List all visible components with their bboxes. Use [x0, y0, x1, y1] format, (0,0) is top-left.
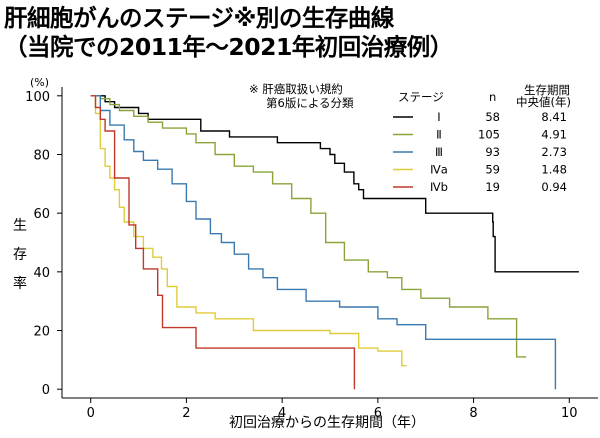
legend-n-value: 105	[478, 128, 500, 142]
legend-n-value: 93	[485, 145, 500, 159]
x-tick-label: 0	[87, 406, 95, 421]
legend-n-value: 59	[485, 163, 500, 177]
survival-curves	[90, 95, 579, 390]
survival-curve-stage-4	[90, 95, 407, 367]
legend-median-value: 4.91	[541, 128, 567, 142]
y-tick-label: 40	[33, 266, 50, 281]
y-tick-group: 0 20 40 60 80 100	[25, 90, 62, 398]
legend-header-n: n	[489, 90, 496, 104]
legend-rows: Ⅰ 58 8.41 Ⅱ 105 4.91 Ⅲ 93 2.73 Ⅳa 59 1.48 Ⅳb 19 0.94	[393, 110, 567, 194]
y-tick-label: 60	[33, 207, 50, 222]
legend-header-median-line-1: 生存期間	[524, 83, 570, 97]
y-tick-label: 80	[33, 148, 50, 163]
survival-curve-stage-2	[90, 95, 527, 358]
x-tick-group: 0 2 4 6 8 10	[87, 398, 578, 421]
y-tick-label: 0	[42, 383, 50, 398]
y-tick-label: 20	[33, 325, 50, 340]
x-tick-label: 10	[561, 406, 578, 421]
legend-stage-label: Ⅳb	[430, 180, 448, 194]
legend-stage-label: Ⅲ	[435, 145, 443, 159]
y-unit-label: (%)	[30, 76, 49, 89]
x-tick-label: 4	[278, 406, 286, 421]
legend-header-median-line-2: 中央値(年)	[516, 95, 571, 109]
y-axis-label-char: 存	[13, 247, 27, 263]
legend-n-value: 19	[485, 180, 500, 194]
chart-title-line-2: （当院での2011年〜2021年初回治療例）	[4, 33, 453, 61]
x-tick-label: 6	[374, 406, 382, 421]
legend-stage-label: Ⅰ	[437, 110, 440, 124]
y-axis-label-char: 生	[13, 218, 27, 234]
legend-stage-label: Ⅳa	[430, 163, 448, 177]
x-axis-label: 初回治療からの生存期間（年）	[229, 415, 425, 431]
legend-median-value: 0.94	[541, 180, 567, 194]
legend-n-value: 58	[485, 110, 500, 124]
legend-stage-label: Ⅱ	[436, 128, 442, 142]
legend-median-value: 2.73	[541, 145, 567, 159]
legend-median-value: 8.41	[541, 110, 567, 124]
classification-note-line-2: 第6版による分類	[266, 96, 354, 110]
legend-median-value: 1.48	[541, 163, 567, 177]
classification-note-line-1: ※ 肝癌取扱い規約	[249, 82, 343, 96]
y-tick-label: 100	[25, 90, 50, 105]
chart-title-line-1: 肝細胞がんのステージ※別の生存曲線	[4, 4, 394, 32]
survival-curve-stage-5	[90, 95, 356, 390]
survival-curve-stage-1	[90, 95, 579, 273]
y-axis-label-char: 率	[13, 276, 27, 292]
x-tick-label: 2	[182, 406, 190, 421]
legend-header-stage: ステージ	[398, 90, 444, 104]
x-tick-label: 8	[469, 406, 477, 421]
survival-curve-stage-3	[90, 95, 557, 390]
legend: ステージ n 生存期間 中央値(年) Ⅰ 58 8.41 Ⅱ 105 4.91 Ⅲ 93 2.7…	[393, 83, 571, 194]
